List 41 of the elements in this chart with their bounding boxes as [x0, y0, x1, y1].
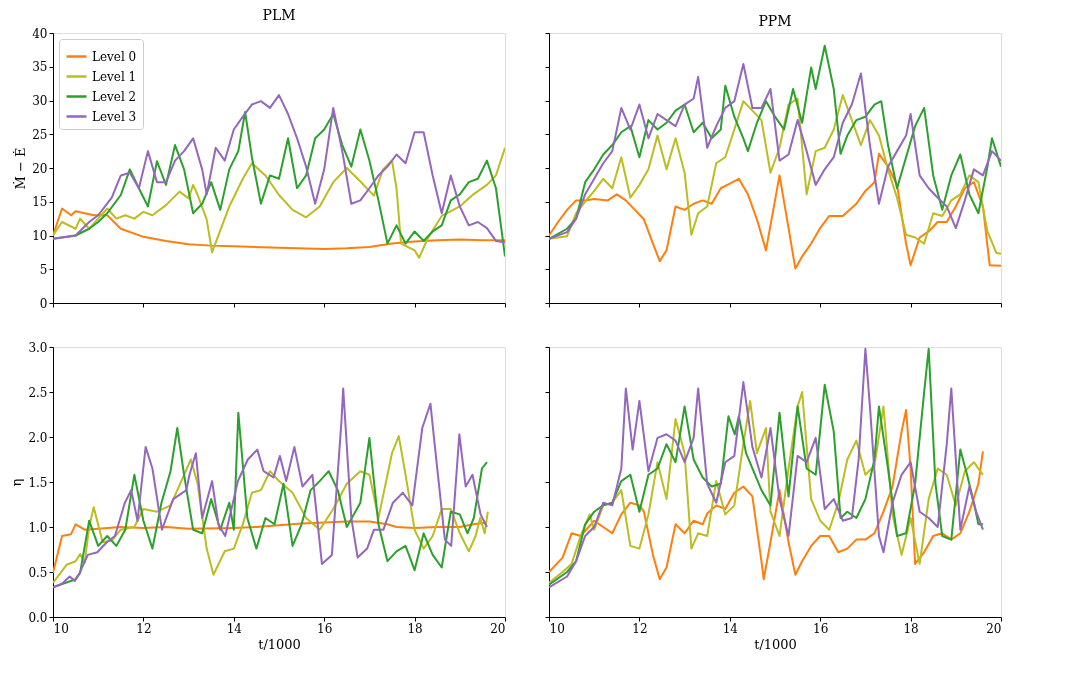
y-tick-label: 2.5	[28, 385, 48, 400]
x-tick-label: 10	[53, 621, 69, 636]
y-tick-label: 3.0	[28, 340, 48, 355]
chart-title: PLM	[262, 7, 296, 23]
legend-label: Level 0	[92, 49, 137, 64]
y-tick-label: 2.0	[28, 430, 48, 445]
y-tick-label: 1.5	[28, 475, 48, 490]
x-tick-label: 18	[903, 621, 919, 636]
legend-label: Level 1	[92, 69, 137, 84]
x-tick-label: 14	[226, 621, 243, 636]
x-tick-label: 16	[317, 621, 333, 636]
legend-label: Level 2	[92, 89, 137, 104]
y-tick-label: 0.5	[28, 565, 48, 580]
y-tick-label: 5	[39, 262, 48, 277]
x-tick-label: 16	[813, 621, 829, 636]
chart-title: PPM	[758, 12, 792, 29]
y-tick-label: 15	[32, 195, 48, 210]
y-tick-label: 20	[32, 161, 48, 176]
x-tick-label: 20	[490, 621, 506, 636]
x-axis-title: t/1000	[258, 636, 301, 652]
x-axis-title: t/1000	[754, 636, 797, 652]
y-tick-label: 1.0	[28, 520, 48, 535]
y-tick-label: 40	[32, 26, 48, 41]
x-tick-label: 18	[407, 621, 423, 636]
y-axis-title: η	[9, 478, 25, 487]
x-tick-label: 12	[632, 621, 648, 636]
x-tick-label: 14	[722, 621, 739, 636]
legend-label: Level 3	[92, 109, 137, 124]
x-tick-label: 20	[986, 621, 1002, 636]
y-tick-label: 30	[32, 94, 48, 108]
y-tick-label: 0	[39, 296, 48, 311]
line-series	[53, 435, 489, 584]
y-tick-label: 25	[32, 127, 48, 142]
x-tick-label: 10	[549, 621, 565, 636]
line-series	[53, 146, 505, 259]
y-tick-label: 35	[32, 60, 48, 75]
y-tick-label: 0.0	[28, 610, 48, 625]
y-axis-title: Ṁ − Ė	[12, 147, 29, 190]
x-tick-label: 12	[136, 621, 152, 636]
line-series	[53, 207, 505, 250]
y-tick-label: 10	[32, 229, 48, 243]
